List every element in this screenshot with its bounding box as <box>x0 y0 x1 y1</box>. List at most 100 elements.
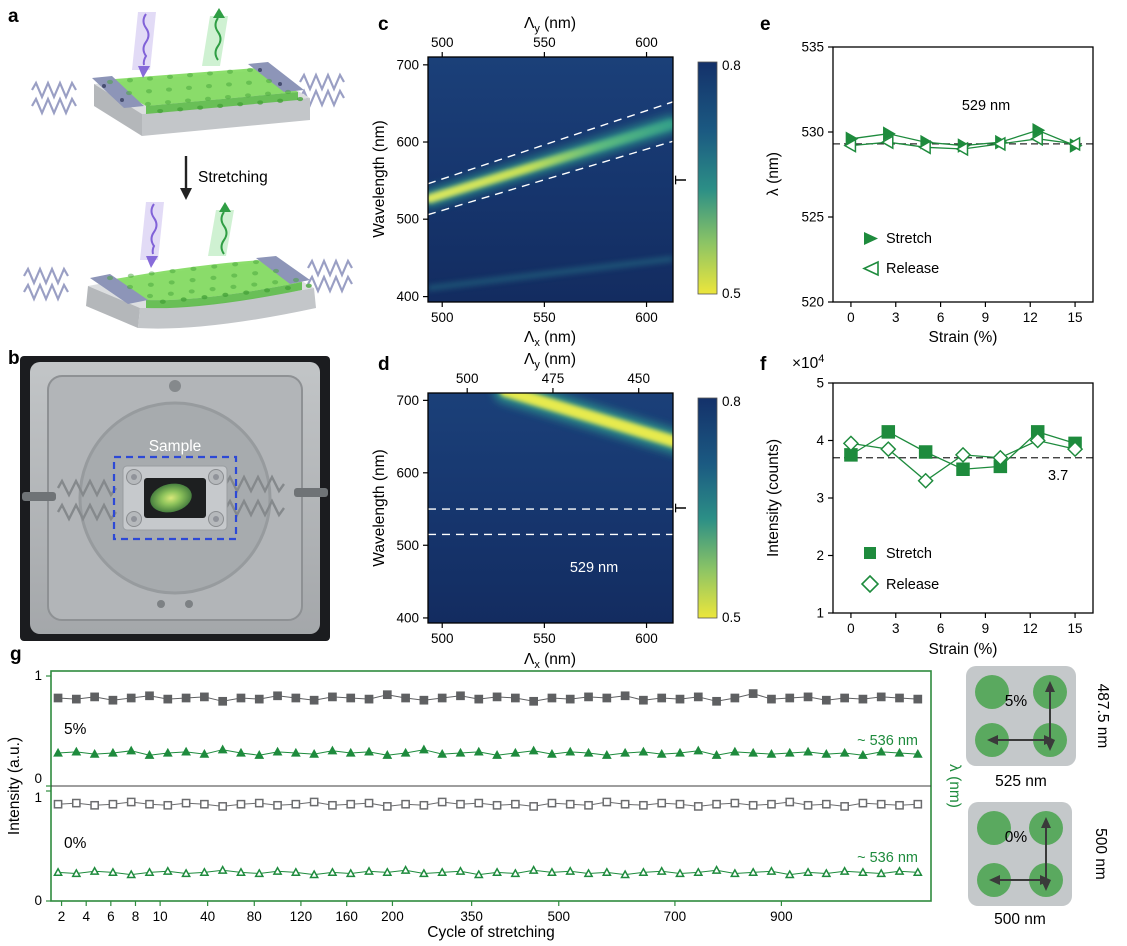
data-marker <box>108 799 118 809</box>
nanodot <box>237 102 244 107</box>
d-top-axis-label: Λy (nm) <box>524 351 576 371</box>
data-marker <box>858 694 868 704</box>
tick-label: 2 <box>816 548 824 563</box>
nanodot <box>232 262 239 267</box>
arrow-down-icon <box>138 66 150 78</box>
data-marker <box>455 866 466 875</box>
data-marker <box>895 693 904 703</box>
tick-label: 40 <box>200 909 215 924</box>
data-marker <box>767 694 776 704</box>
nanodot <box>975 675 1009 709</box>
data-marker <box>766 866 777 875</box>
data-marker <box>821 799 831 809</box>
panel-label-c: c <box>378 14 389 35</box>
data-marker <box>126 693 136 703</box>
data-marker <box>620 691 630 701</box>
data-marker <box>895 800 904 810</box>
drive-shaft-left <box>22 492 56 501</box>
data-marker <box>876 692 886 702</box>
tick-label: 350 <box>460 909 483 924</box>
nanodot <box>277 98 284 103</box>
data-marker <box>912 748 923 758</box>
colorbar-title: T <box>673 503 690 513</box>
tick-label: 15 <box>1068 310 1083 325</box>
data-series <box>833 123 1093 157</box>
data-marker <box>218 802 228 811</box>
nanodot <box>305 283 312 288</box>
pitch-x-label: 525 nm <box>995 773 1047 790</box>
data-marker <box>843 138 857 153</box>
arrow-right-icon <box>1040 875 1051 885</box>
arrow-left-icon <box>989 875 1000 885</box>
tick-label: 500 <box>547 909 570 924</box>
data-marker <box>894 866 905 875</box>
panel-label-f: f <box>760 354 767 375</box>
tick-label: 900 <box>770 909 793 924</box>
nanodot <box>273 268 279 274</box>
excitation-wave-icon <box>150 203 158 255</box>
tick-label: 200 <box>381 909 404 924</box>
panel-a-schematic: Stretching <box>22 8 354 329</box>
panel-label-g: g <box>10 644 22 665</box>
data-marker <box>437 748 448 758</box>
data-marker <box>620 747 630 757</box>
data-marker <box>254 798 264 808</box>
data-marker <box>620 869 630 879</box>
data-marker <box>290 867 301 877</box>
tick-label: 10 <box>153 909 168 924</box>
data-marker <box>583 747 594 757</box>
data-marker <box>565 694 575 704</box>
data-series <box>833 425 1093 489</box>
data-marker <box>917 472 934 489</box>
axis-ticks: 500 550 600 500 475 450 700 600 500 400 <box>396 371 657 646</box>
data-marker <box>163 694 173 704</box>
data-marker <box>437 797 447 807</box>
data-marker <box>883 126 896 141</box>
data-marker <box>309 797 319 807</box>
nanodot <box>284 285 291 291</box>
e-annotation: 529 nm <box>962 98 1010 114</box>
spring-icon <box>22 267 70 285</box>
data-marker <box>784 747 795 757</box>
data-marker <box>108 695 118 705</box>
data-marker <box>217 865 228 874</box>
dashed-guides <box>428 101 673 216</box>
panel-e-chart: 0 3 6 9 12 15 520 525 530 535 λ (nm) Strain (%) 5… <box>765 40 1094 346</box>
data-marker <box>181 746 191 756</box>
nanodot <box>167 74 173 79</box>
data-marker <box>858 798 868 808</box>
colorbar-max-label: 0.8 <box>722 58 741 73</box>
unit-cell-relaxed: 0% 500 nm 500 nm <box>968 802 1109 928</box>
nanodot <box>245 93 251 98</box>
arrow-right-icon <box>1044 735 1055 745</box>
data-marker <box>401 799 410 809</box>
data-marker <box>1029 432 1046 449</box>
tick-label: 600 <box>635 35 658 50</box>
arrow-up-icon <box>1041 817 1051 828</box>
colorbar-min-label: 0.5 <box>722 286 741 301</box>
series-line <box>58 749 918 756</box>
clamp-left <box>90 274 148 304</box>
nanodot <box>168 280 175 285</box>
data-marker <box>474 798 484 808</box>
data-marker <box>992 449 1009 466</box>
data-marker <box>821 695 831 705</box>
plot-frame <box>832 46 1094 303</box>
tick-label: 500 <box>431 35 454 50</box>
data-marker <box>419 744 429 754</box>
data-marker <box>71 868 82 878</box>
data-marker <box>400 747 411 757</box>
arrow-up-icon <box>219 202 231 212</box>
data-marker <box>639 800 648 810</box>
nanodot <box>206 84 212 89</box>
plot-frame <box>427 56 674 303</box>
tick-label: 0 <box>34 893 42 908</box>
data-marker <box>602 797 612 807</box>
nanodot <box>188 289 195 294</box>
data-marker <box>821 748 832 758</box>
data-marker <box>547 748 557 758</box>
data-marker <box>327 745 338 755</box>
